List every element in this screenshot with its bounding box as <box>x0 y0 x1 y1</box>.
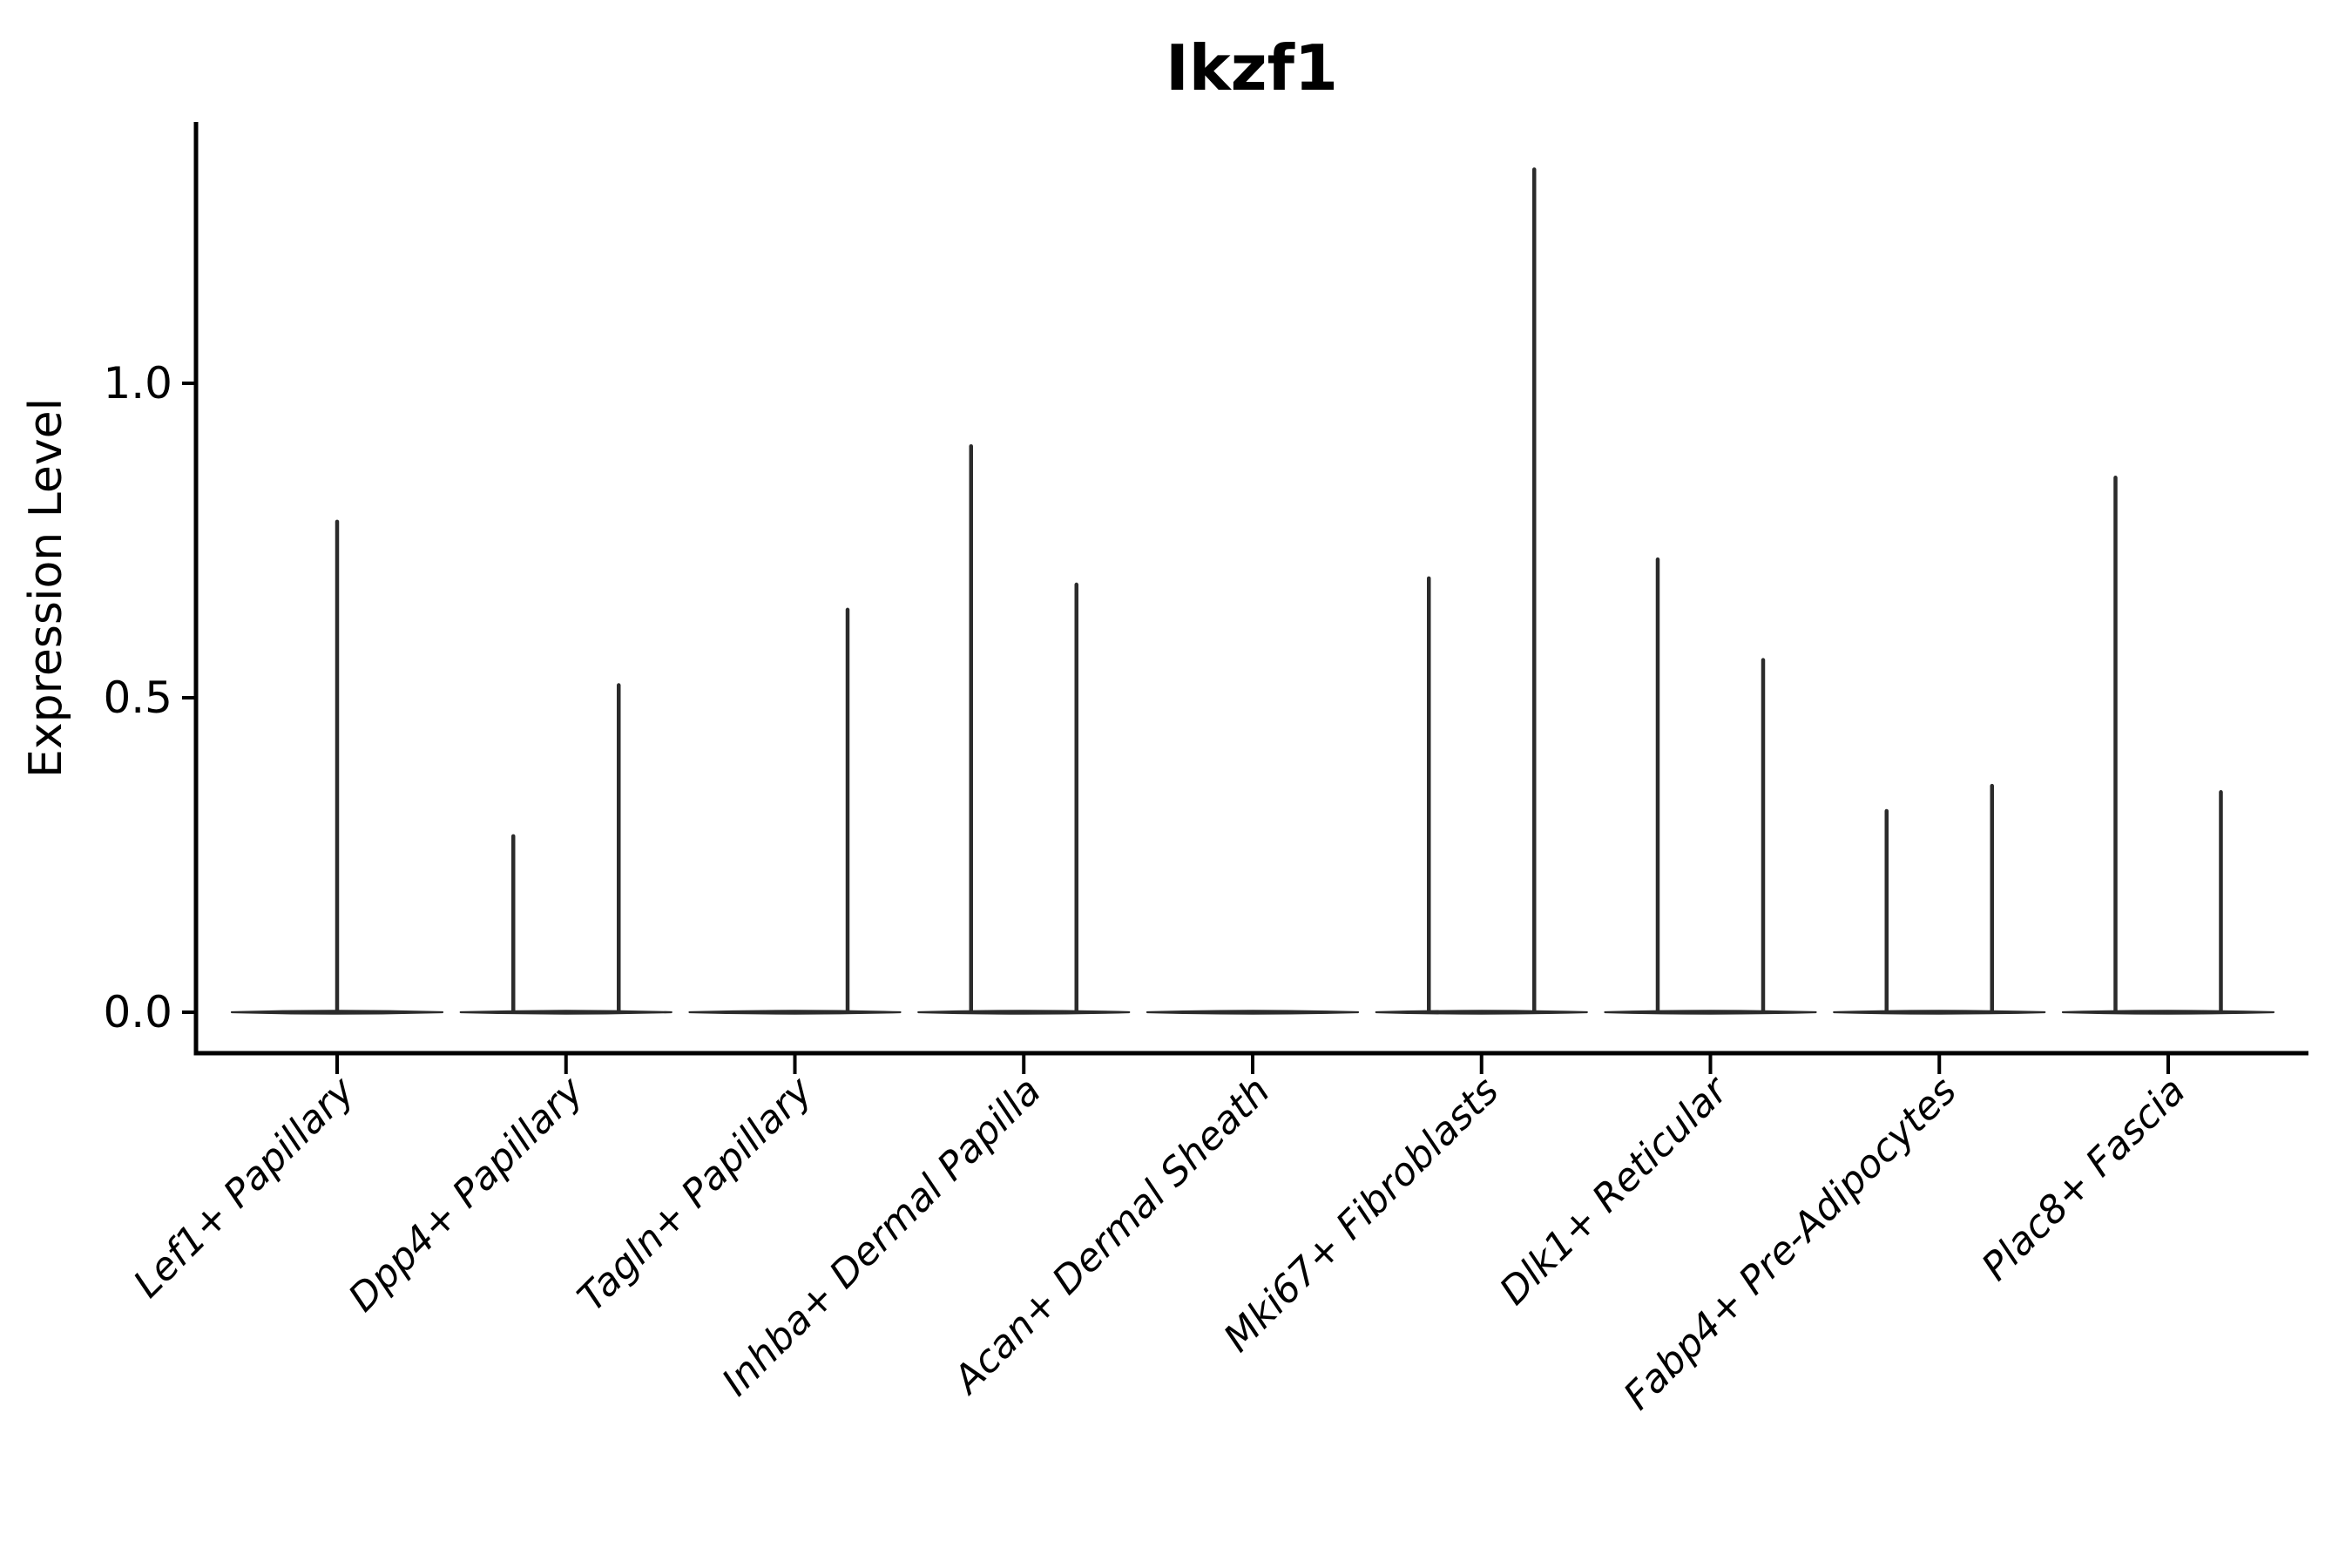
violin-baseline <box>1375 1010 1588 1015</box>
violin-baseline <box>917 1010 1131 1015</box>
y-tick-label: 1.0 <box>103 358 172 409</box>
violin-baseline <box>459 1010 672 1015</box>
y-tick-label: 0.5 <box>103 672 172 723</box>
violin-baseline <box>1604 1010 1817 1015</box>
y-axis-label: Expression Level <box>20 398 72 778</box>
y-tick-label: 0.0 <box>103 987 172 1037</box>
x-tick-label: Tagln+ Papillary <box>570 1068 821 1320</box>
violin-baseline <box>2061 1010 2275 1015</box>
violin-baseline <box>688 1010 902 1015</box>
y-axis-ticks: 0.0 0.5 1.0 <box>103 358 196 1037</box>
violin-baseline <box>230 1010 444 1015</box>
x-tick-label: Plac8+ Fascia <box>1973 1069 2193 1289</box>
violin-baseline <box>1833 1010 2046 1015</box>
x-tick-label: Dlk1+ Reticular <box>1491 1067 1738 1314</box>
violin-baseline <box>1146 1010 1360 1015</box>
chart-title: Ikzf1 <box>1166 31 1338 105</box>
violins <box>230 167 2275 1015</box>
x-tick-label: Dpp4+ Papillary <box>340 1068 592 1321</box>
x-tick-label: Lef1+ Papillary <box>125 1068 364 1307</box>
